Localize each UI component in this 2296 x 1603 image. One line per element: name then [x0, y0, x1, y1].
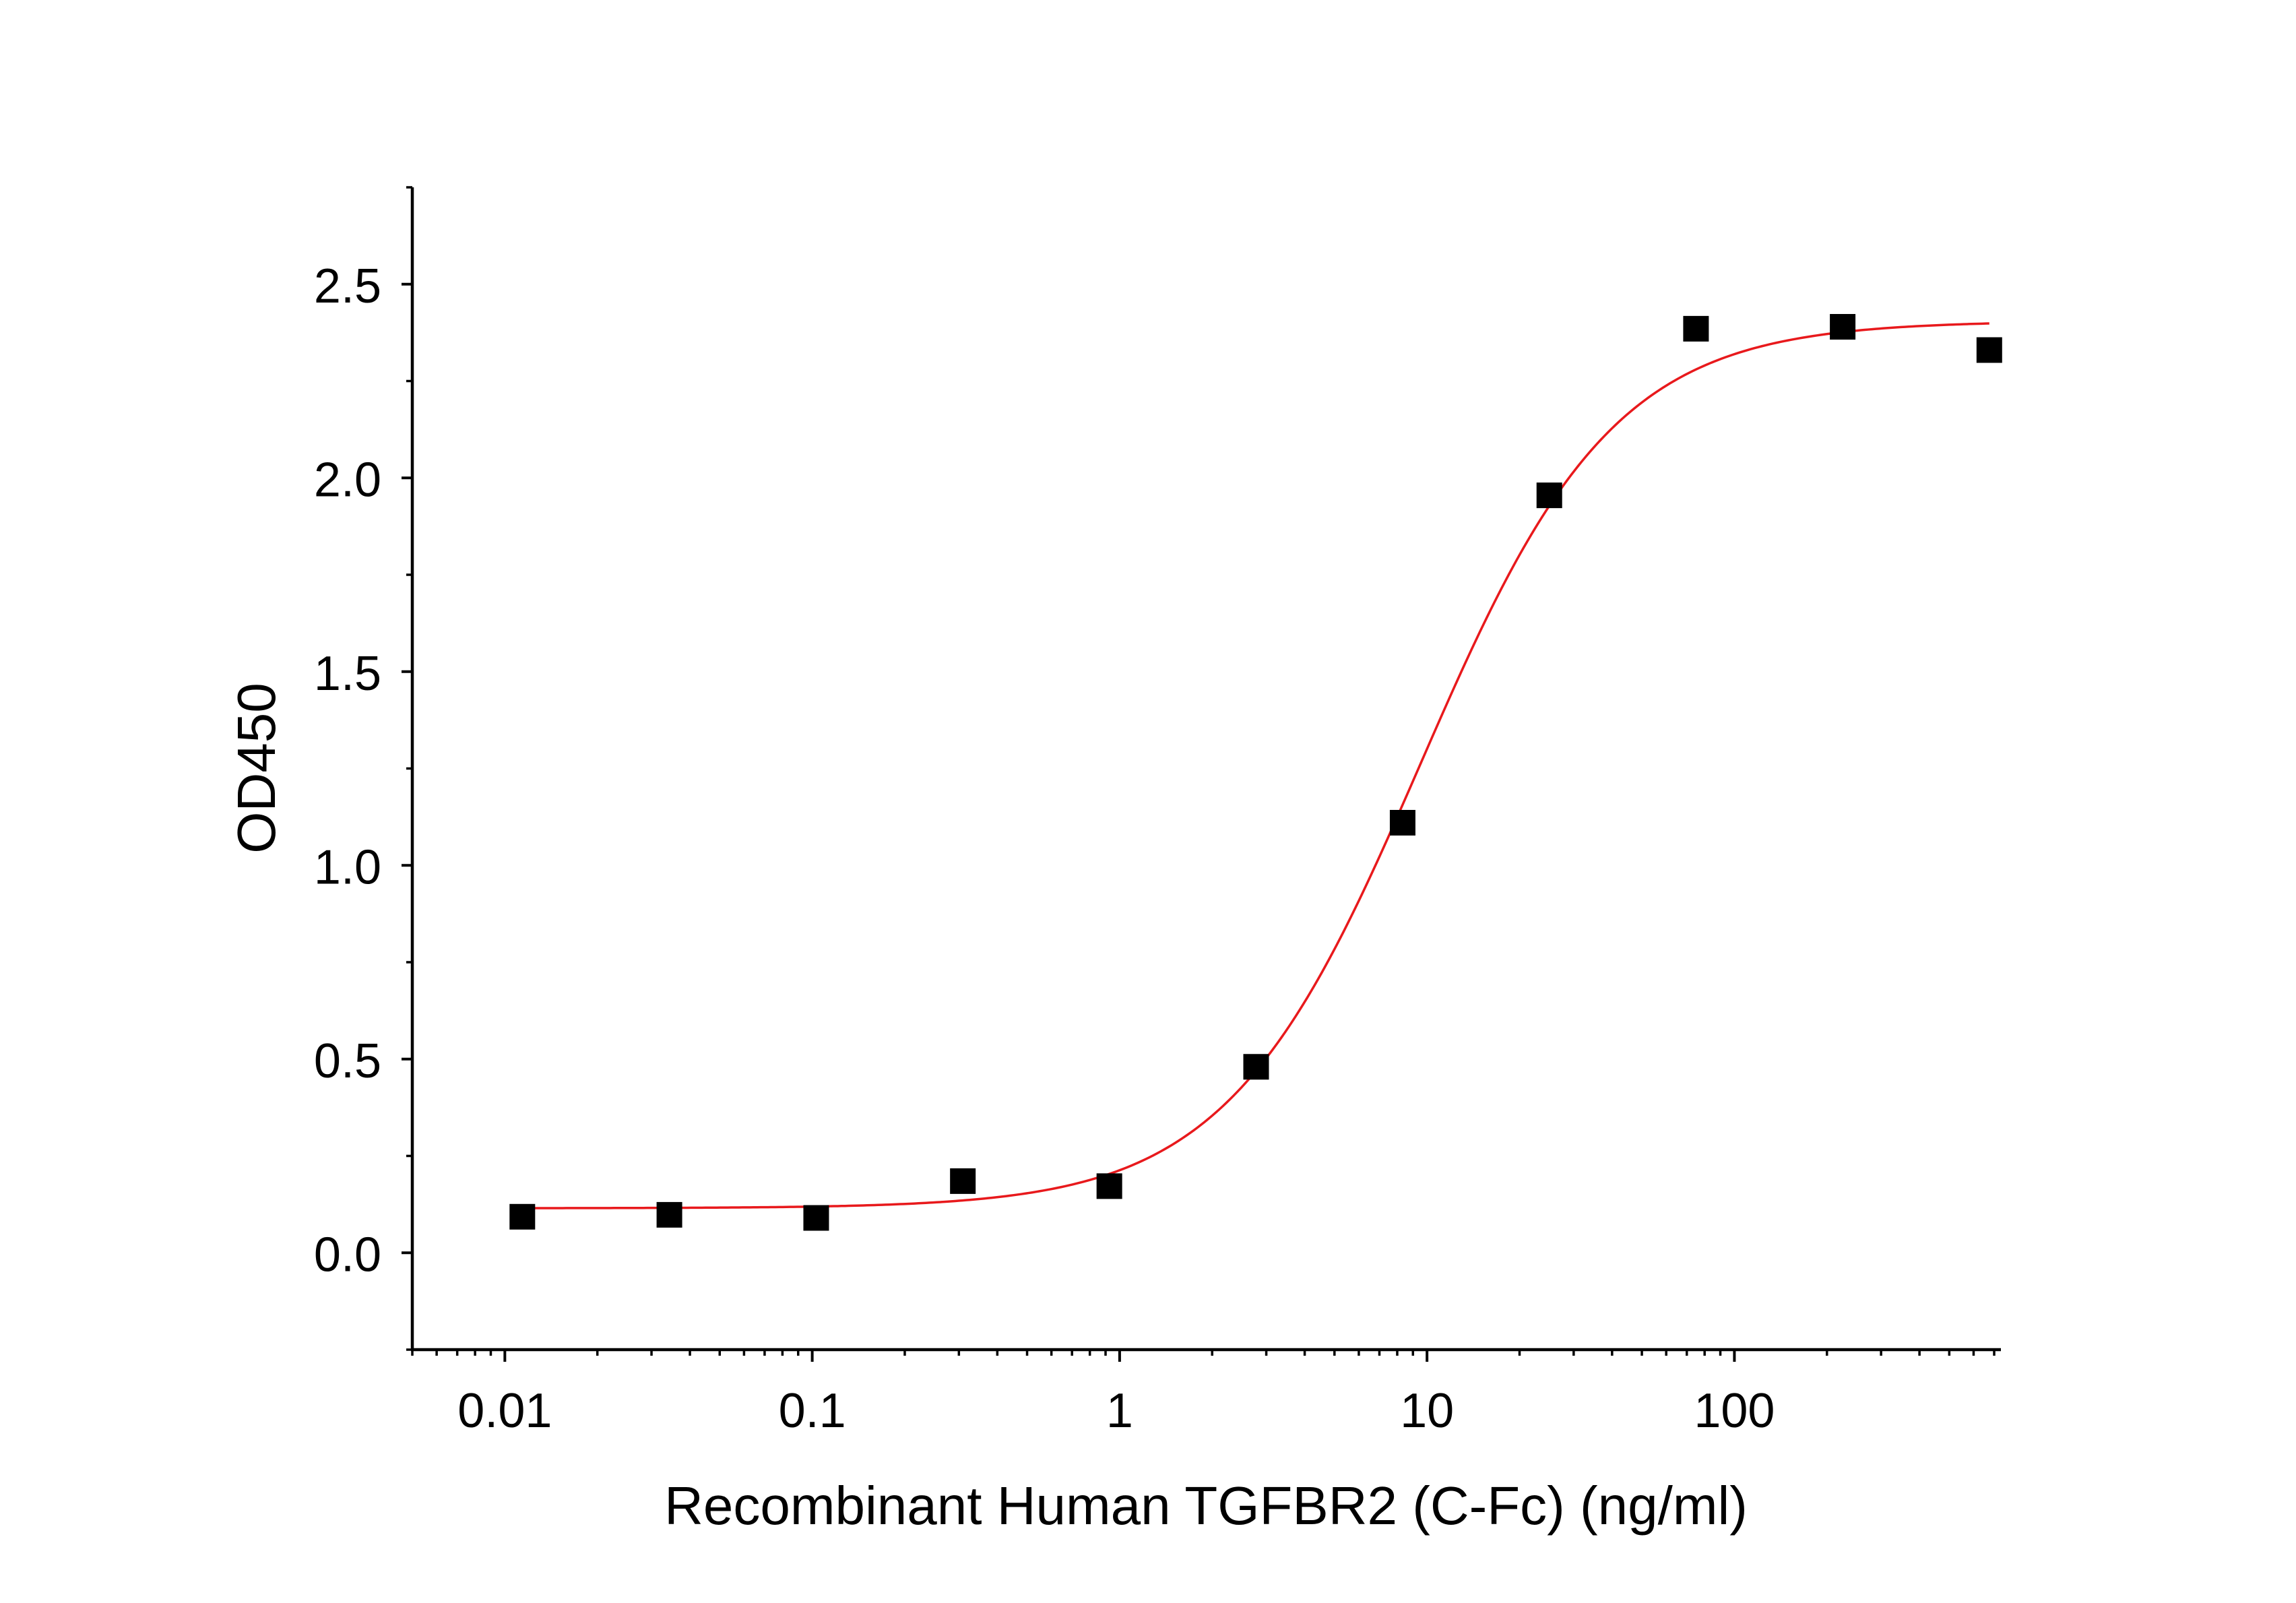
x-tick-label: 0.01 — [457, 1384, 552, 1438]
axis-ticks: 0.0 0.5 1.0 1.5 2.0 2.5 0.01 0.1 1 10 100 — [314, 186, 1996, 1438]
data-point — [1536, 482, 1562, 509]
data-point — [950, 1168, 976, 1194]
y-tick-label: 2.0 — [314, 453, 381, 507]
data-point — [656, 1201, 682, 1228]
x-tick-label: 1 — [1106, 1384, 1133, 1438]
x-tick-label: 0.1 — [779, 1384, 846, 1438]
data-point — [509, 1203, 536, 1230]
data-point — [1389, 810, 1415, 836]
y-tick-label: 0.0 — [314, 1228, 381, 1282]
axes — [410, 187, 2001, 1352]
y-axis-label: OD450 — [226, 683, 286, 853]
data-point — [1683, 315, 1709, 342]
x-tick-label: 100 — [1694, 1384, 1775, 1438]
data-point — [1830, 314, 1856, 340]
data-point — [1976, 337, 2002, 363]
x-axis-label: Recombinant Human TGFBR2 (C-Fc) (ng/ml) — [664, 1476, 1748, 1536]
y-tick-label: 0.5 — [314, 1034, 381, 1088]
data-point — [1243, 1054, 1269, 1080]
y-tick-label: 2.5 — [314, 259, 381, 313]
data-point — [1096, 1173, 1122, 1199]
plot-area — [509, 314, 2002, 1231]
y-tick-label: 1.0 — [314, 840, 381, 894]
data-point — [803, 1205, 829, 1231]
y-tick-label: 1.5 — [314, 647, 381, 701]
x-tick-label: 10 — [1400, 1384, 1454, 1438]
